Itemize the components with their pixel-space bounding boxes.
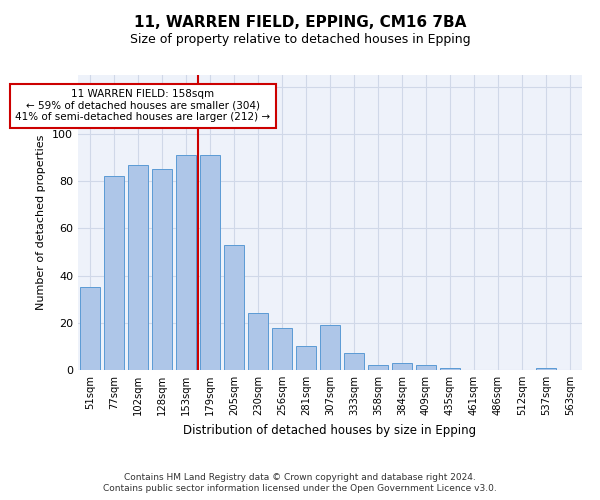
Bar	[272, 328, 292, 370]
Bar	[536, 368, 556, 370]
Y-axis label: Number of detached properties: Number of detached properties	[37, 135, 46, 310]
X-axis label: Distribution of detached houses by size in Epping: Distribution of detached houses by size …	[184, 424, 476, 436]
Bar	[128, 164, 148, 370]
Text: 11 WARREN FIELD: 158sqm
← 59% of detached houses are smaller (304)
41% of semi-d: 11 WARREN FIELD: 158sqm ← 59% of detache…	[15, 89, 271, 122]
Bar	[368, 366, 388, 370]
Bar	[104, 176, 124, 370]
Bar	[392, 363, 412, 370]
Bar	[176, 155, 196, 370]
Bar	[248, 314, 268, 370]
Bar	[344, 354, 364, 370]
Bar	[440, 368, 460, 370]
Bar	[224, 245, 244, 370]
Bar	[152, 170, 172, 370]
Bar	[296, 346, 316, 370]
Text: Contains public sector information licensed under the Open Government Licence v3: Contains public sector information licen…	[103, 484, 497, 493]
Bar	[80, 288, 100, 370]
Bar	[320, 325, 340, 370]
Text: Size of property relative to detached houses in Epping: Size of property relative to detached ho…	[130, 32, 470, 46]
Text: 11, WARREN FIELD, EPPING, CM16 7BA: 11, WARREN FIELD, EPPING, CM16 7BA	[134, 15, 466, 30]
Text: Contains HM Land Registry data © Crown copyright and database right 2024.: Contains HM Land Registry data © Crown c…	[124, 472, 476, 482]
Bar	[200, 155, 220, 370]
Bar	[416, 366, 436, 370]
